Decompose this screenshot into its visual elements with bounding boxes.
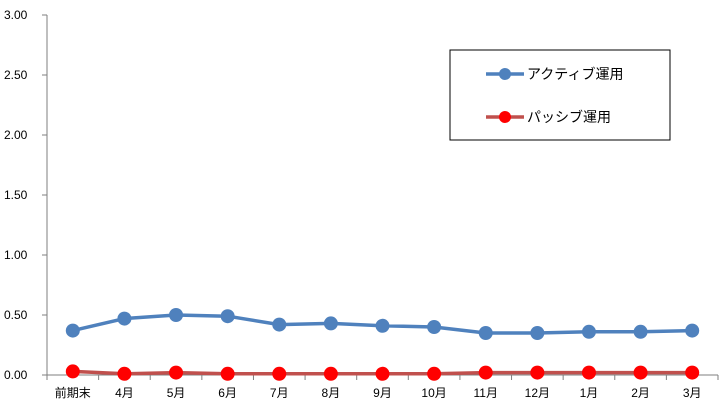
x-tick-label: 前期末 <box>55 385 91 400</box>
x-tick-label: 10月 <box>421 386 446 400</box>
data-point <box>478 365 493 380</box>
legend-item-passive: パッシブ運用 <box>486 109 611 126</box>
legend: アクティブ運用 パッシブ運用 <box>449 49 671 141</box>
y-axis-ticks: 0.00 0.50 1.00 1.50 2.00 2.50 3.00 <box>4 8 47 382</box>
plot-area <box>65 308 700 381</box>
x-tick-label: 2月 <box>631 386 650 400</box>
data-point <box>65 364 80 379</box>
x-tick-label: 7月 <box>270 386 289 400</box>
data-point <box>633 324 648 339</box>
data-point <box>272 366 287 381</box>
data-point <box>220 366 235 381</box>
data-point <box>427 366 442 381</box>
y-tick-label: 2.50 <box>4 68 28 82</box>
data-point <box>581 324 596 339</box>
legend-box <box>449 49 671 141</box>
legend-passive-marker-icon <box>499 111 511 123</box>
series-active <box>65 308 700 340</box>
x-axis-ticks: 前期末 4月 5月 6月 7月 8月 9月 10月 11月 12月 1月 2月 3月 <box>46 375 719 400</box>
data-point <box>65 323 80 338</box>
data-point <box>220 309 235 324</box>
x-tick-label: 4月 <box>115 386 134 400</box>
legend-active-marker-icon <box>499 68 511 80</box>
x-tick-label: 5月 <box>167 386 186 400</box>
data-point <box>530 365 545 380</box>
data-point <box>117 311 132 326</box>
data-point <box>169 308 184 322</box>
x-tick-label: 6月 <box>218 386 237 400</box>
data-point <box>478 326 493 340</box>
data-point <box>375 318 390 333</box>
data-point <box>685 323 700 338</box>
y-tick-label: 0.50 <box>4 308 28 322</box>
legend-passive-label: パッシブ運用 <box>527 109 611 126</box>
data-point <box>530 326 545 340</box>
y-tick-label: 2.00 <box>4 128 28 142</box>
y-axis: 0.00 0.50 1.00 1.50 2.00 2.50 3.00 <box>4 8 48 382</box>
x-tick-label: 11月 <box>473 386 497 400</box>
data-point <box>581 365 596 380</box>
series-passive <box>65 364 700 381</box>
x-tick-label: 8月 <box>322 386 341 400</box>
data-point <box>323 366 338 381</box>
x-tick-label: 1月 <box>580 386 599 400</box>
data-point <box>375 366 390 381</box>
legend-active-label: アクティブ運用 <box>527 66 623 83</box>
x-tick-label: 9月 <box>373 386 392 400</box>
y-tick-label: 1.50 <box>4 188 28 202</box>
data-point <box>323 316 338 331</box>
legend-item-active: アクティブ運用 <box>486 66 623 83</box>
x-tick-label: 3月 <box>683 386 702 400</box>
data-point <box>685 365 700 380</box>
data-point <box>272 317 287 332</box>
data-point <box>117 366 132 381</box>
data-point <box>169 365 184 380</box>
x-tick-label: 12月 <box>525 386 550 400</box>
y-tick-label: 3.00 <box>4 8 28 22</box>
y-tick-label: 0.00 <box>4 368 28 382</box>
data-point <box>633 365 648 380</box>
data-point <box>427 320 442 334</box>
y-tick-label: 1.00 <box>4 248 28 262</box>
